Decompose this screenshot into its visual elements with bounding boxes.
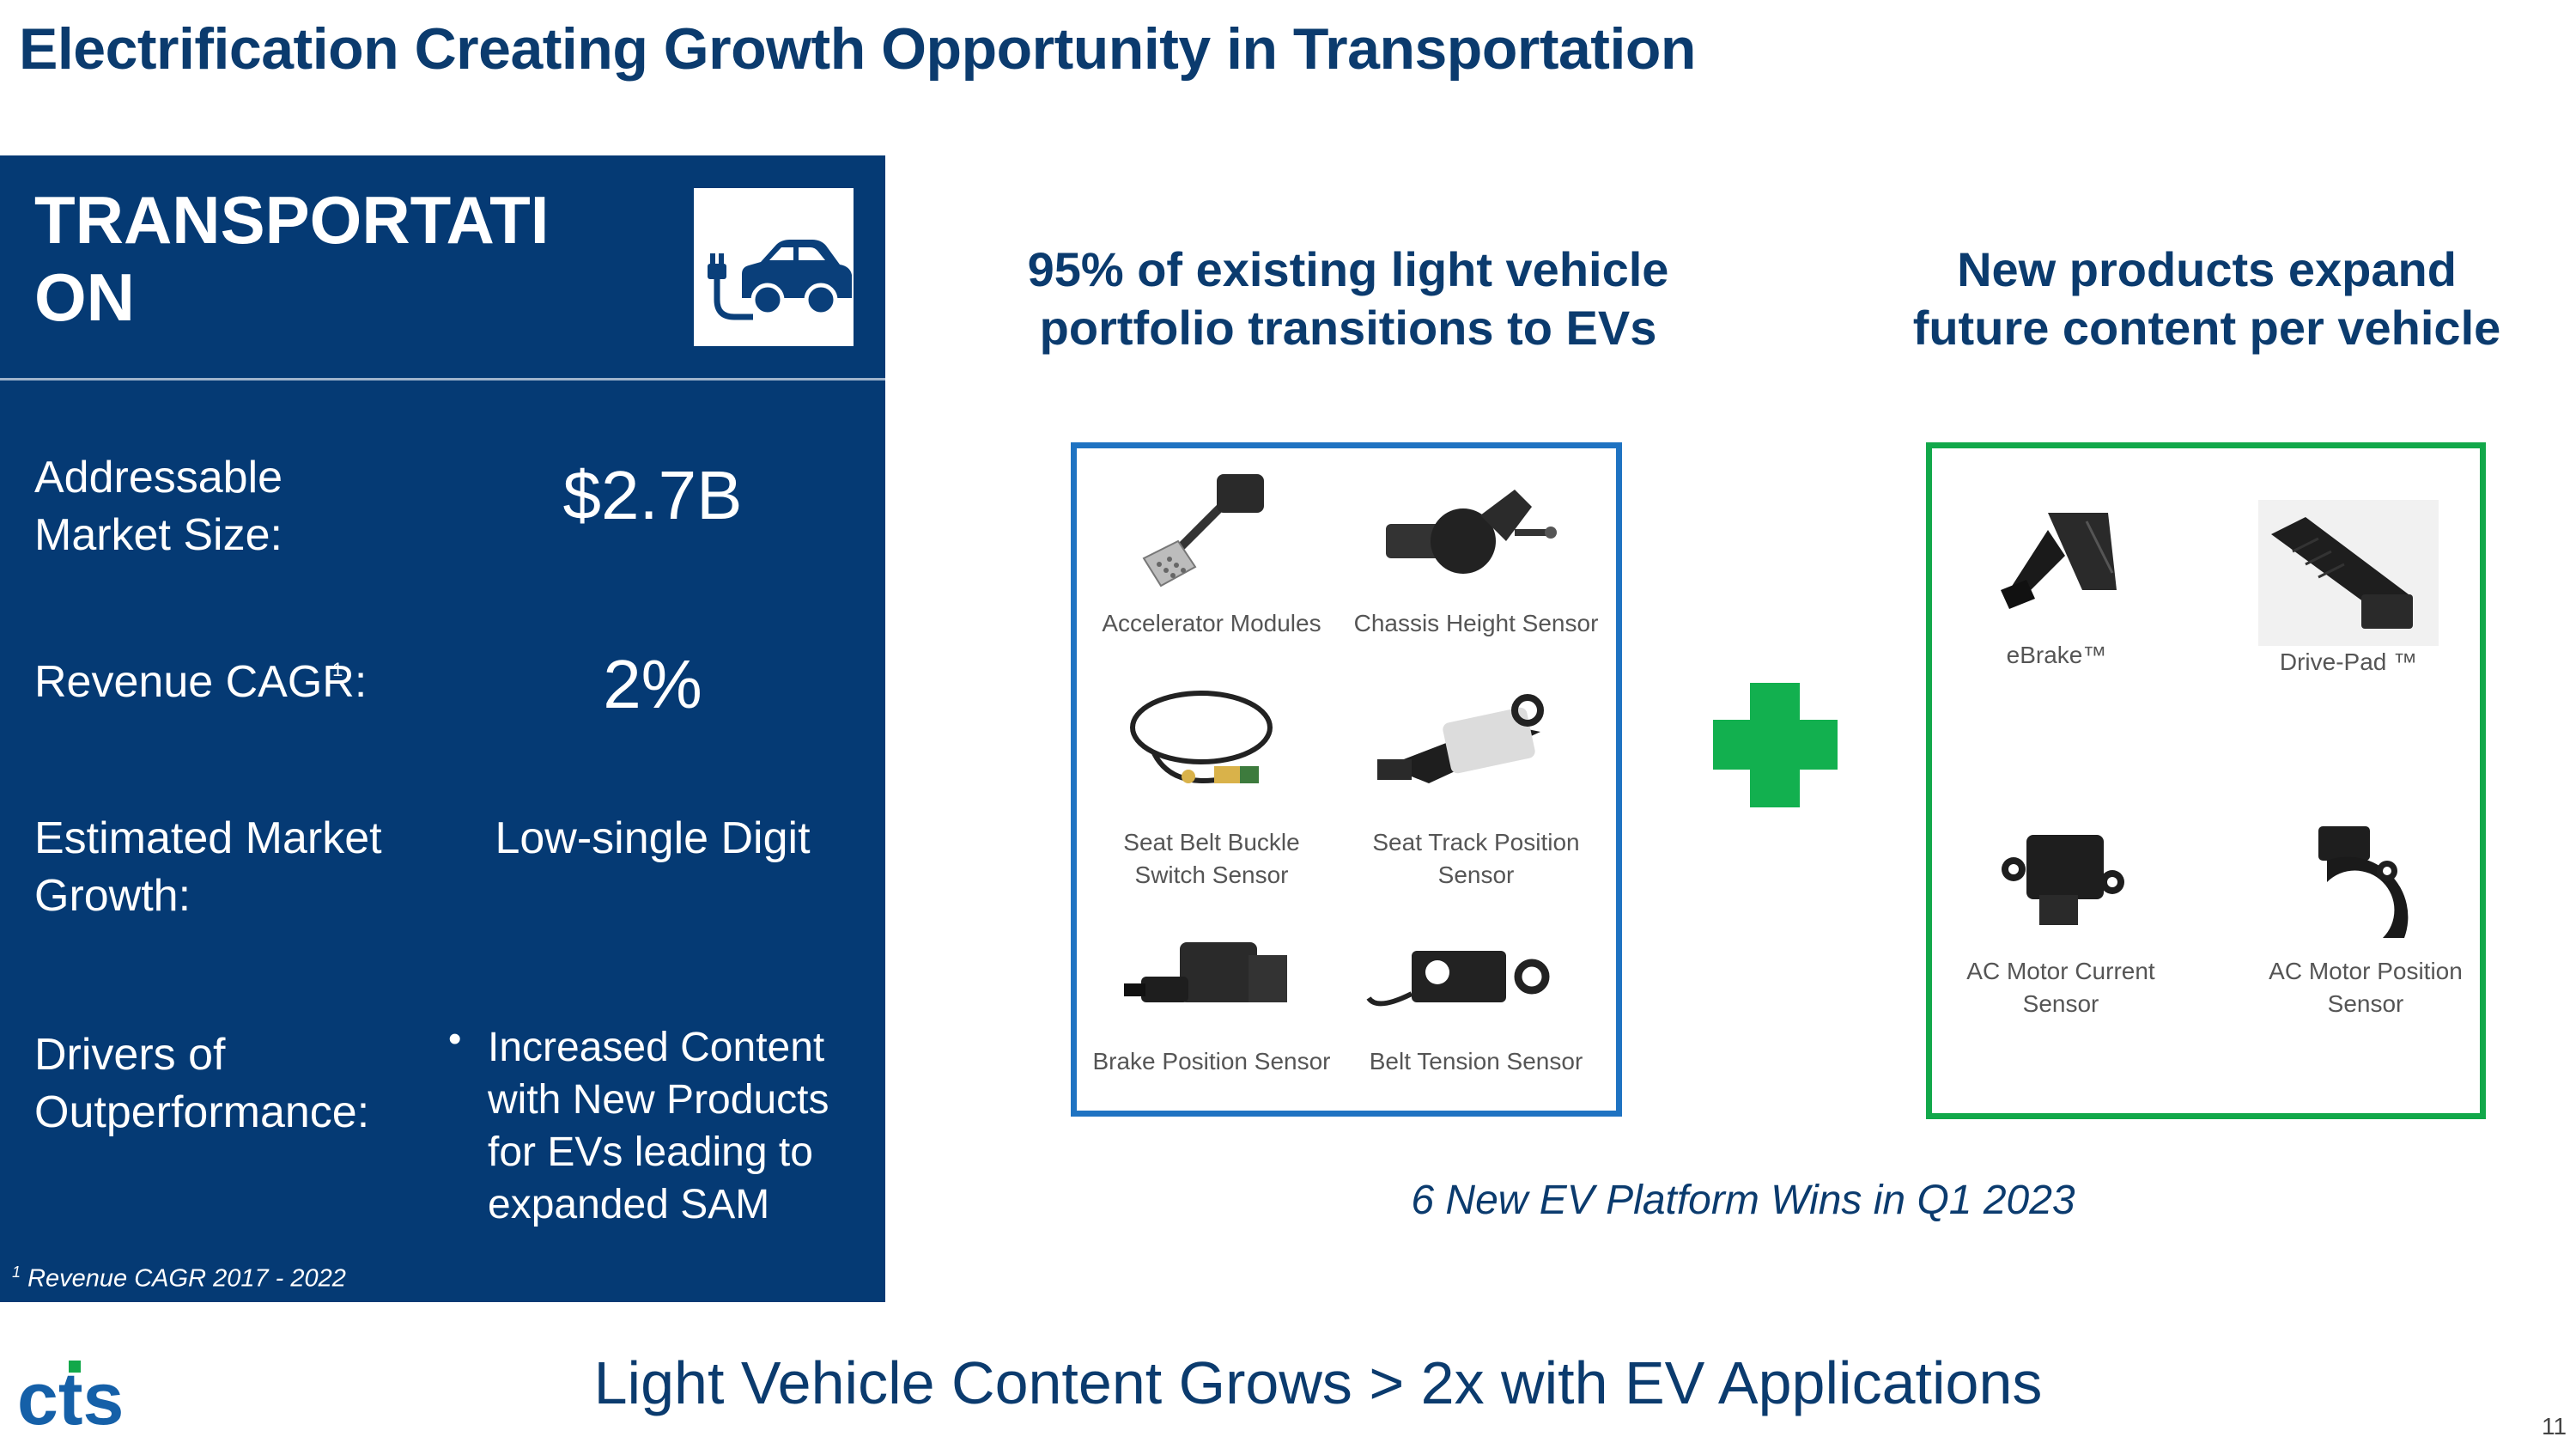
cagr-value: 2% [603,646,702,722]
chassis-height-sensor-image [1369,464,1558,593]
panel-divider [0,378,885,381]
growth-label: Estimated Market Growth: [34,813,382,921]
page-title: Electrification Creating Growth Opportun… [19,16,1696,82]
product-label: Drive-Pad ™ [2279,648,2418,675]
plus-icon-bar [1713,720,1838,770]
product-label: Brake Position Sensor [1092,1048,1331,1075]
accelerator-module-image [1127,464,1281,593]
footnote-text: Revenue CAGR 2017 - 2022 [27,1264,346,1293]
seat-track-sensor-image [1369,680,1558,809]
brake-position-sensor-image [1120,916,1309,1045]
footnote-marker: 1 [12,1263,21,1281]
growth-value: Low-single Digit [495,813,811,863]
cagr-label: Revenue CAGR: [34,657,368,707]
product-label: Seat Track Position Sensor [1372,829,1580,888]
product-label: AC Motor Position Sensor [2269,958,2463,1017]
bullet-icon: • [448,1018,462,1060]
seat-belt-buckle-sensor-image [1120,680,1300,809]
market-size-label: Addressable Market Size: [34,453,283,560]
existing-products-box: Accelerator Modules Chassis Height Senso… [1071,442,1622,1117]
belt-tension-sensor-image [1360,916,1566,1045]
drivers-item: Increased Content with New Products for … [488,1025,829,1227]
new-products-box: eBrake™ Drive-Pad ™ AC Motor Current Sen… [1926,442,2486,1119]
product-label: Belt Tension Sensor [1369,1048,1583,1075]
ebrake-image [1984,496,2138,633]
new-products-heading: New products expand future content per v… [1912,242,2501,355]
product-label: Accelerator Modules [1102,610,1321,636]
drive-pad-image [2258,500,2439,646]
ac-motor-position-sensor-image [2293,818,2430,947]
bottom-tagline: Light Vehicle Content Grows > 2x with EV… [593,1349,2043,1416]
panel-heading: TRANSPORTATION [34,182,550,335]
ev-car-icon [694,188,854,346]
drivers-label: Drivers of Outperformance: [34,1030,370,1137]
product-label: Chassis Height Sensor [1353,610,1599,636]
product-label: eBrake™ [2006,642,2107,668]
ac-motor-current-sensor-image [1992,818,2129,938]
existing-portfolio-heading: 95% of existing light vehicle portfolio … [1027,242,1669,355]
ev-platform-wins: 6 New EV Platform Wins in Q1 2023 [1411,1178,2075,1223]
page-number: 11 [2542,1413,2567,1440]
transportation-panel: TRANSPORTATION Addressable Market Size: … [0,155,885,1302]
cts-logo: cts [15,1357,153,1440]
cagr-footnote-marker: 1 [332,659,343,680]
product-label: Seat Belt Buckle Switch Sensor [1123,829,1300,888]
footnote: 1 Revenue CAGR 2017 - 2022 [12,1263,346,1294]
product-label: AC Motor Current Sensor [1966,958,2155,1017]
market-size-value: $2.7B [562,457,743,533]
